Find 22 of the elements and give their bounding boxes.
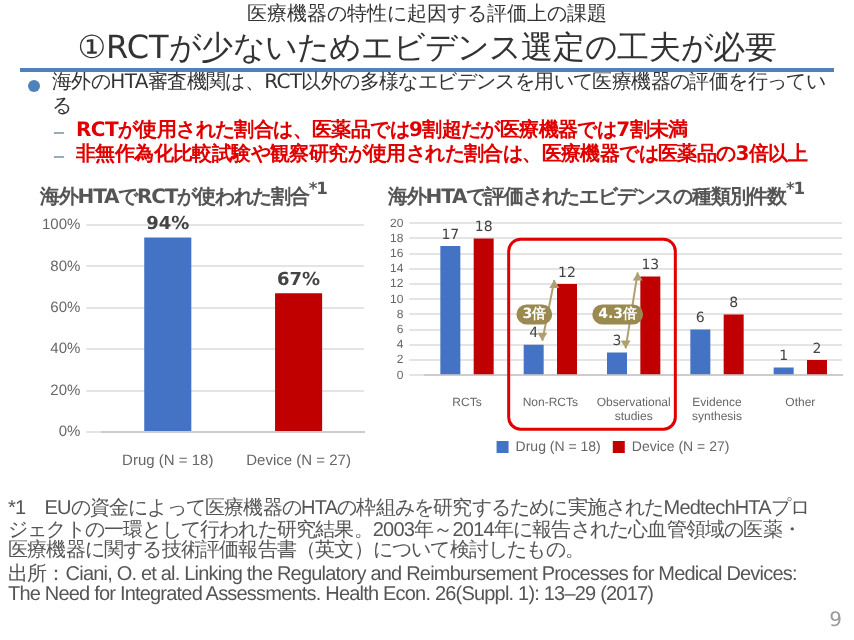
bar <box>607 353 628 375</box>
data-label: 94% <box>146 215 190 236</box>
chart-title: 海外HTAでRCTが使われた割合$^{*1}$ <box>38 176 329 211</box>
text: ①RCTが少ないためエビデンス選定の工夫が必要 <box>20 28 834 72</box>
text: 医療機器の特性に起因する評価上の課題 <box>245 4 609 28</box>
text: 非無作為化比較試験や観察研究が使用された割合は、医療機器では医薬品の3倍以上 <box>74 144 810 168</box>
text: *1 EUの資金によって医療機器のHTAの枠組みを研究するために実施されたMedtechHTAプロジェクトの一環として行われた研究結果。2003年～2014年に報告された心血管領域の医薬・医療機器に関する技術評価報告書（英文）について検討したもの。 <box>8 498 812 563</box>
bar <box>640 277 661 375</box>
text: RCTが使用された割合は、医薬品では9割超だが医療機器では7割未満 <box>74 120 690 143</box>
bar <box>690 330 711 375</box>
bar <box>523 345 544 375</box>
text: 海外のHTA審査機関は、RCT以外の多様なエビデンスを用いて医療機器の評価を行っている <box>28 72 844 120</box>
bar <box>807 360 827 375</box>
bar <box>557 284 578 375</box>
chart-title: 海外HTAで評価されたエビデンスの種類別件数$^{*1}$ <box>386 176 806 211</box>
bar <box>440 246 461 375</box>
bar <box>473 239 494 375</box>
bar <box>773 368 794 375</box>
text: 出所：Ciani, O. et al. Linking the Regulatory and Reimbursement Processes for Medical Devices: The Need for Integrated Assessments. Health Econ. 26(Suppl. 1): 13–29 (2017) <box>8 563 799 607</box>
text: 9 <box>829 610 842 632</box>
data-label: 67% <box>277 271 321 292</box>
bar <box>723 315 744 375</box>
